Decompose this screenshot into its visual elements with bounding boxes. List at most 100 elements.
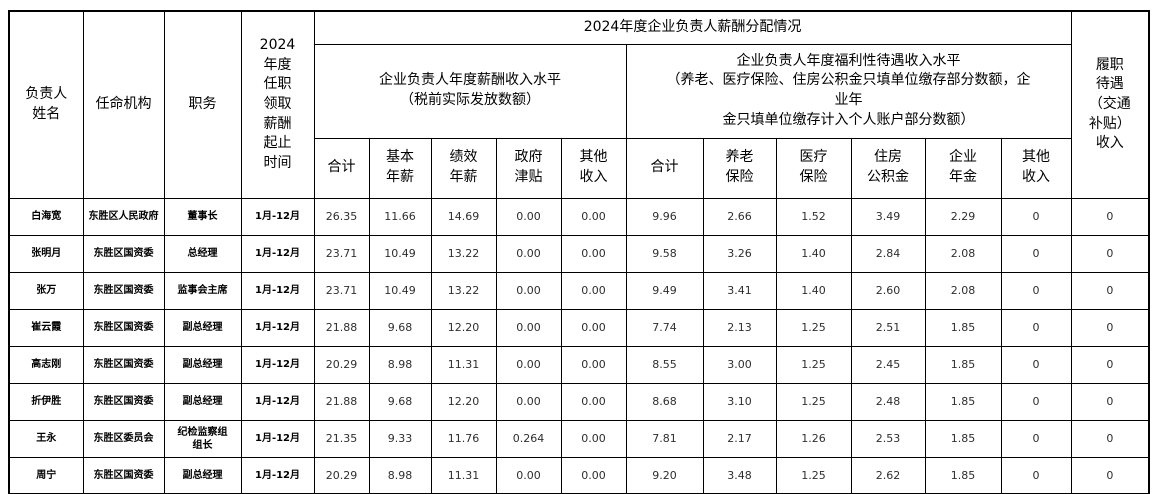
cell-name: 折伊胜 [8,382,84,421]
table-row: 王永 东胜区委员会 纪检监察组 组长 1月-12月 21.35 9.33 11.… [8,419,1150,458]
cell-value: 0 [1070,234,1150,273]
cell-value: 8.98 [368,456,432,494]
cell-value: 0.00 [560,271,627,310]
cell-value: 0 [1000,234,1072,273]
cell-position: 纪检监察组 组长 [163,419,242,458]
cell-period: 1月-12月 [240,456,315,494]
cell-value: 2.08 [924,271,1002,310]
cell-period: 1月-12月 [240,419,315,458]
cell-value: 9.58 [625,234,704,273]
table-row: 崔云霞 东胜区国资委 副总经理 1月-12月 21.88 9.68 12.20 … [8,308,1150,347]
table-body: 白海宽 东胜区人民政府 董事长 1月-12月 26.35 11.66 14.69… [8,197,1150,494]
cell-value: 11.31 [430,345,497,384]
cell-value: 0.00 [560,345,627,384]
cell-value: 21.35 [313,419,370,458]
header-medical-insurance: 医疗 保险 [775,137,852,199]
cell-value: 9.96 [625,197,704,236]
cell-value: 8.68 [625,382,704,421]
header-other-income-1: 其他 收入 [560,137,627,199]
cell-value: 2.51 [850,308,926,347]
cell-value: 3.26 [702,234,777,273]
cell-value: 0.00 [495,456,562,494]
cell-name: 周宁 [8,456,84,494]
cell-value: 13.22 [430,234,497,273]
header-position: 职务 [163,10,242,199]
cell-value: 12.20 [430,382,497,421]
cell-value: 0 [1000,308,1072,347]
table-row: 周宁 东胜区国资委 副总经理 1月-12月 20.29 8.98 11.31 0… [8,456,1150,494]
cell-value: 21.88 [313,308,370,347]
table-row: 张万 东胜区国资委 监事会主席 1月-12月 23.71 10.49 13.22… [8,271,1150,310]
cell-value: 0 [1070,345,1150,384]
cell-value: 20.29 [313,345,370,384]
cell-value: 7.74 [625,308,704,347]
cell-value: 11.76 [430,419,497,458]
cell-value: 2.48 [850,382,926,421]
header-welfare-total: 合计 [625,137,704,199]
cell-value: 1.25 [775,345,852,384]
cell-period: 1月-12月 [240,382,315,421]
cell-value: 3.49 [850,197,926,236]
cell-period: 1月-12月 [240,271,315,310]
cell-agency: 东胜区国资委 [82,234,165,273]
cell-agency: 东胜区委员会 [82,419,165,458]
cell-value: 0.00 [495,345,562,384]
cell-position: 副总经理 [163,308,242,347]
cell-value: 23.71 [313,234,370,273]
cell-value: 2.62 [850,456,926,494]
cell-value: 0 [1000,419,1072,458]
cell-value: 0.00 [560,456,627,494]
cell-value: 1.40 [775,271,852,310]
cell-position: 总经理 [163,234,242,273]
cell-value: 2.60 [850,271,926,310]
cell-value: 9.20 [625,456,704,494]
cell-name: 张明月 [8,234,84,273]
cell-period: 1月-12月 [240,345,315,384]
header-main-title: 2024年度企业负责人薪酬分配情况 [313,10,1072,45]
cell-value: 3.00 [702,345,777,384]
header-base-salary: 基本 年薪 [368,137,432,199]
cell-value: 13.22 [430,271,497,310]
cell-value: 1.85 [924,382,1002,421]
cell-value: 2.53 [850,419,926,458]
cell-value: 2.13 [702,308,777,347]
header-agency: 任命机构 [82,10,165,199]
cell-value: 2.08 [924,234,1002,273]
cell-position: 副总经理 [163,345,242,384]
cell-value: 1.52 [775,197,852,236]
cell-value: 10.49 [368,234,432,273]
cell-value: 0.00 [560,382,627,421]
cell-position: 副总经理 [163,382,242,421]
cell-value: 8.55 [625,345,704,384]
cell-value: 0.00 [495,308,562,347]
table-row: 张明月 东胜区国资委 总经理 1月-12月 23.71 10.49 13.22 … [8,234,1150,273]
cell-agency: 东胜区国资委 [82,456,165,494]
cell-agency: 东胜区人民政府 [82,197,165,236]
cell-value: 0 [1070,419,1150,458]
cell-value: 7.81 [625,419,704,458]
cell-value: 0.264 [495,419,562,458]
cell-value: 9.68 [368,382,432,421]
cell-value: 26.35 [313,197,370,236]
table-row: 高志刚 东胜区国资委 副总经理 1月-12月 20.29 8.98 11.31 … [8,345,1150,384]
cell-value: 3.48 [702,456,777,494]
cell-value: 10.49 [368,271,432,310]
cell-value: 1.25 [775,308,852,347]
cell-value: 3.41 [702,271,777,310]
header-welfare-group: 企业负责人年度福利性待遇收入水平 （养老、医疗保险、住房公积金只填单位缴存部分数… [625,43,1072,139]
cell-name: 王永 [8,419,84,458]
cell-agency: 东胜区国资委 [82,382,165,421]
cell-value: 2.84 [850,234,926,273]
cell-value: 1.85 [924,345,1002,384]
cell-value: 3.10 [702,382,777,421]
cell-agency: 东胜区国资委 [82,271,165,310]
cell-value: 1.25 [775,382,852,421]
cell-value: 9.33 [368,419,432,458]
header-salary-total: 合计 [313,137,370,199]
table-row: 白海宽 东胜区人民政府 董事长 1月-12月 26.35 11.66 14.69… [8,197,1150,236]
cell-value: 0 [1070,271,1150,310]
cell-value: 0.00 [560,308,627,347]
cell-value: 0 [1000,197,1072,236]
cell-value: 0.00 [495,271,562,310]
compensation-table: 负责人 姓名 任命机构 职务 2024 年度 任职 领取 薪酬 起止 时间 20… [8,10,1151,494]
